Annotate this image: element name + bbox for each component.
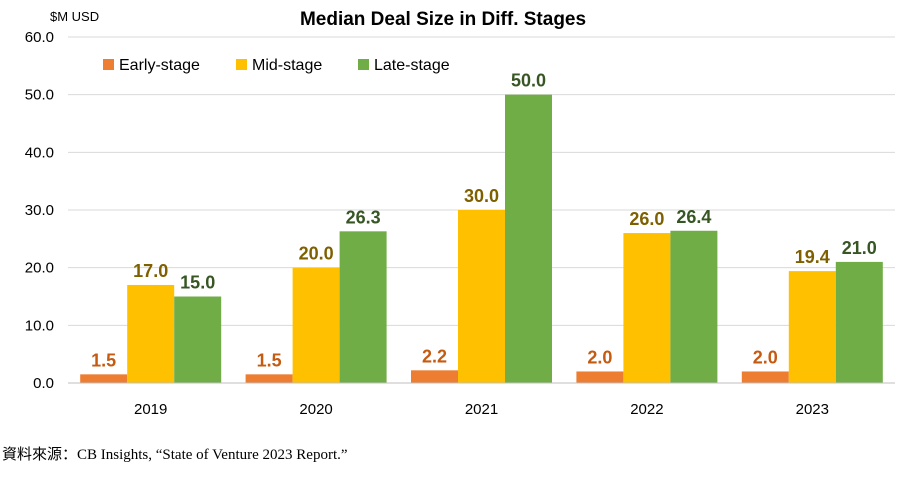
- data-label: 2.0: [753, 347, 778, 367]
- bar-early-stage-2023: [741, 371, 789, 383]
- chart-title: Median Deal Size in Diff. Stages: [300, 9, 586, 30]
- data-label: 1.5: [257, 350, 282, 370]
- bar-late-stage-2022: [670, 230, 718, 383]
- bar-late-stage-2023: [835, 261, 883, 383]
- bar-early-stage-2019: [80, 374, 128, 383]
- legend-label: Early-stage: [119, 57, 200, 74]
- data-labels: 1.5 17.0 15.0 1.5 20.0 26.3 2.2 30.0 50.0 2.0 26.0…: [91, 71, 877, 371]
- bar-mid-stage-2019: [127, 284, 175, 383]
- data-label: 30.0: [464, 186, 499, 206]
- x-tick-label: 2021: [465, 401, 498, 418]
- x-tick-label: 2022: [630, 401, 663, 418]
- y-tick-label: 50.0: [25, 87, 54, 104]
- bar-late-stage-2021: [505, 94, 552, 384]
- data-label: 21.0: [842, 238, 877, 258]
- y-tick-label: 30.0: [25, 202, 54, 219]
- bar-early-stage-2021: [411, 370, 458, 383]
- x-tick-label: 2019: [134, 401, 167, 418]
- x-axis: 2019 2020 2021 2022 2023: [68, 382, 895, 418]
- data-label: 17.0: [133, 261, 168, 281]
- y-tick-label: 10.0: [25, 317, 54, 334]
- y-tick-label: 20.0: [25, 260, 54, 277]
- y-axis: 0.0 10.0 20.0 30.0 40.0 50.0 60.0: [25, 29, 54, 392]
- legend-swatch-late-stage: [358, 59, 369, 70]
- legend-label: Mid-stage: [252, 57, 322, 74]
- x-tick-label: 2023: [796, 401, 829, 418]
- bar-late-stage-2019: [174, 296, 222, 383]
- source-note: 資料來源：CB Insights, “State of Venture 2023…: [2, 447, 348, 463]
- bar-mid-stage-2020: [292, 267, 340, 383]
- bars: [80, 94, 883, 384]
- data-label: 20.0: [299, 244, 334, 264]
- data-label: 26.3: [346, 207, 381, 227]
- data-label: 1.5: [91, 350, 116, 370]
- data-label: 26.0: [629, 209, 664, 229]
- legend-swatch-early-stage: [103, 59, 114, 70]
- data-label: 2.0: [587, 347, 612, 367]
- data-label: 15.0: [180, 273, 215, 293]
- data-label: 50.0: [511, 71, 546, 91]
- bar-early-stage-2020: [245, 374, 293, 383]
- x-tick-label: 2020: [299, 401, 332, 418]
- bar-mid-stage-2023: [788, 271, 836, 383]
- bar-mid-stage-2022: [623, 233, 671, 383]
- legend-label: Late-stage: [374, 57, 450, 74]
- data-label: 19.4: [795, 247, 830, 267]
- y-tick-label: 40.0: [25, 144, 54, 161]
- bar-early-stage-2022: [576, 371, 624, 383]
- y-tick-label: 0.0: [33, 375, 54, 392]
- bar-late-stage-2020: [339, 231, 387, 383]
- data-label: 26.4: [676, 207, 711, 227]
- y-tick-label: 60.0: [25, 29, 54, 46]
- data-label: 2.2: [422, 346, 447, 366]
- legend: Early-stage Mid-stage Late-stage: [103, 57, 450, 74]
- bar-mid-stage-2021: [458, 210, 505, 383]
- chart: $M USD Median Deal Size in Diff. Stages …: [25, 9, 895, 418]
- legend-swatch-mid-stage: [236, 59, 247, 70]
- y-unit-label: $M USD: [50, 9, 99, 24]
